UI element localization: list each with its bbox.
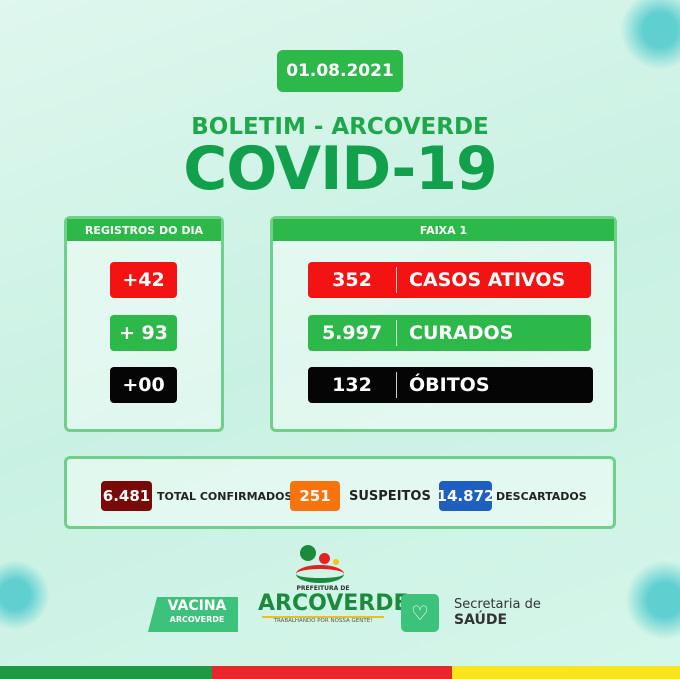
deaths-value: 132 — [332, 374, 372, 396]
date-badge: 01.08.2021 — [277, 50, 403, 92]
heart-health-icon: ♡ — [401, 594, 439, 632]
faixa-header: FAIXA 1 — [273, 219, 614, 241]
recovered-value: 5.997 — [321, 322, 383, 344]
suspects-value: 251 — [290, 481, 340, 511]
secretaria-label: Secretaria de SAÚDE — [454, 597, 541, 628]
recovered-row: 5.997 CURADOS — [308, 315, 591, 351]
active-cases-value: 352 — [332, 269, 372, 291]
new-recovered-badge: + 93 — [110, 315, 177, 351]
stripe-red — [212, 666, 452, 679]
subtitle: BOLETIM - ARCOVERDE — [191, 114, 489, 140]
deaths-row: 132 ÓBITOS — [308, 367, 593, 403]
new-deaths-badge: +00 — [110, 367, 177, 403]
stripe-green — [0, 666, 212, 679]
vacina-logo: VACINA ARCOVERDE — [148, 597, 238, 632]
deaths-label: ÓBITOS — [409, 374, 490, 396]
active-cases-row: 352 CASOS ATIVOS — [308, 262, 591, 298]
virus-decoration-icon — [620, 0, 680, 70]
virus-decoration-icon — [625, 560, 680, 640]
discarded-label: DESCARTADOS — [496, 489, 587, 503]
confirmed-label: TOTAL CONFIRMADOS — [157, 489, 293, 503]
stripe-yellow — [452, 666, 680, 679]
suspects-label: SUSPEITOS — [349, 488, 431, 504]
logo-mark-icon — [258, 545, 388, 585]
active-cases-label: CASOS ATIVOS — [409, 269, 566, 291]
page-title: COVID-19 — [183, 134, 498, 204]
totals-panel — [64, 456, 616, 529]
new-cases-badge: +42 — [110, 262, 177, 298]
prefeitura-logo: PREFEITURA DE ARCOVERDE TRABALHANDO POR … — [258, 545, 409, 635]
confirmed-value: 6.481 — [101, 481, 152, 511]
registros-header: REGISTROS DO DIA — [67, 219, 221, 241]
recovered-label: CURADOS — [409, 322, 514, 344]
virus-decoration-icon — [0, 560, 50, 630]
discarded-value: 14.872 — [437, 481, 494, 511]
